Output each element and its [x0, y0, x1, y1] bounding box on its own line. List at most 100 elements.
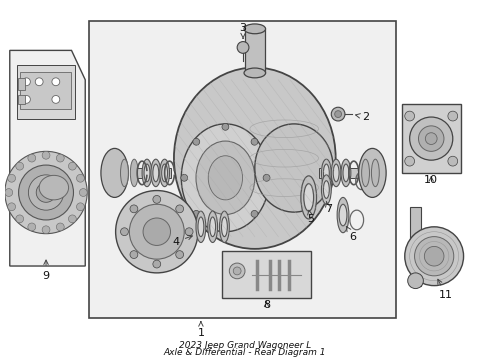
- Ellipse shape: [208, 211, 218, 243]
- Ellipse shape: [341, 159, 351, 186]
- Text: 2: 2: [356, 112, 369, 122]
- Circle shape: [251, 210, 258, 217]
- Circle shape: [181, 174, 188, 181]
- Text: 7: 7: [325, 201, 332, 214]
- Ellipse shape: [244, 24, 266, 34]
- Ellipse shape: [339, 204, 347, 226]
- Ellipse shape: [359, 148, 386, 197]
- Circle shape: [16, 215, 24, 223]
- Circle shape: [129, 204, 184, 259]
- Ellipse shape: [371, 159, 379, 186]
- Circle shape: [76, 203, 84, 211]
- Bar: [137, 168, 172, 178]
- Circle shape: [229, 263, 245, 279]
- Circle shape: [415, 237, 454, 276]
- Circle shape: [408, 273, 423, 289]
- Bar: [318, 168, 358, 178]
- Ellipse shape: [101, 148, 128, 197]
- Text: 3: 3: [240, 23, 246, 39]
- Circle shape: [222, 123, 229, 130]
- Circle shape: [23, 95, 30, 103]
- Bar: [17, 65, 75, 119]
- Bar: [89, 21, 396, 318]
- Ellipse shape: [321, 175, 331, 204]
- Circle shape: [335, 111, 342, 117]
- Circle shape: [193, 210, 200, 217]
- Ellipse shape: [144, 164, 150, 182]
- Ellipse shape: [321, 159, 331, 186]
- Ellipse shape: [220, 211, 229, 243]
- Bar: [402, 104, 461, 173]
- Circle shape: [424, 246, 444, 266]
- Circle shape: [448, 111, 458, 121]
- Ellipse shape: [221, 217, 227, 237]
- Ellipse shape: [244, 68, 266, 78]
- Ellipse shape: [181, 124, 270, 232]
- Circle shape: [8, 174, 16, 182]
- Text: 9: 9: [43, 260, 49, 281]
- Ellipse shape: [323, 164, 329, 182]
- Circle shape: [52, 95, 60, 103]
- Ellipse shape: [301, 176, 317, 219]
- Circle shape: [35, 78, 43, 86]
- Circle shape: [116, 190, 198, 273]
- Circle shape: [76, 174, 84, 182]
- Circle shape: [176, 205, 184, 213]
- Ellipse shape: [130, 159, 138, 186]
- Text: 8: 8: [263, 300, 270, 310]
- Circle shape: [121, 228, 128, 236]
- Circle shape: [143, 218, 171, 246]
- Text: 11: 11: [438, 279, 453, 301]
- Text: Axle & Differential - Rear Diagram 1: Axle & Differential - Rear Diagram 1: [164, 348, 326, 357]
- Circle shape: [69, 215, 76, 223]
- Text: 10: 10: [424, 175, 438, 185]
- Circle shape: [251, 138, 258, 145]
- Circle shape: [5, 189, 13, 197]
- Circle shape: [69, 162, 76, 170]
- Ellipse shape: [337, 197, 349, 233]
- Ellipse shape: [343, 164, 349, 182]
- Ellipse shape: [151, 159, 161, 186]
- Circle shape: [19, 165, 74, 220]
- Circle shape: [185, 228, 193, 236]
- Bar: [18, 95, 25, 104]
- Ellipse shape: [362, 159, 369, 186]
- Circle shape: [28, 223, 36, 231]
- Bar: [20, 72, 71, 109]
- Circle shape: [222, 225, 229, 232]
- Circle shape: [130, 205, 138, 213]
- Circle shape: [405, 227, 464, 285]
- Circle shape: [42, 226, 50, 234]
- Circle shape: [263, 174, 270, 181]
- Text: 4: 4: [173, 235, 193, 247]
- Ellipse shape: [255, 124, 333, 212]
- Circle shape: [405, 111, 415, 121]
- Ellipse shape: [333, 164, 339, 182]
- Text: 1: 1: [197, 322, 204, 338]
- Circle shape: [28, 175, 64, 210]
- Ellipse shape: [153, 164, 159, 182]
- Circle shape: [153, 195, 161, 203]
- Ellipse shape: [304, 184, 314, 211]
- Text: 2023 Jeep Grand Wagoneer L: 2023 Jeep Grand Wagoneer L: [179, 342, 311, 351]
- Circle shape: [56, 223, 64, 231]
- Bar: [410, 207, 421, 285]
- Circle shape: [52, 78, 60, 86]
- Circle shape: [130, 251, 138, 258]
- Circle shape: [193, 138, 200, 145]
- Ellipse shape: [323, 181, 329, 198]
- Circle shape: [8, 203, 16, 211]
- Ellipse shape: [210, 217, 216, 237]
- Circle shape: [448, 156, 458, 166]
- Ellipse shape: [160, 159, 170, 186]
- Bar: [245, 29, 265, 73]
- Polygon shape: [10, 50, 85, 266]
- Ellipse shape: [121, 159, 128, 186]
- Ellipse shape: [198, 217, 204, 237]
- Circle shape: [176, 251, 184, 258]
- Circle shape: [56, 154, 64, 162]
- Circle shape: [5, 151, 87, 234]
- Bar: [18, 78, 25, 90]
- Circle shape: [418, 126, 444, 151]
- Ellipse shape: [331, 159, 341, 186]
